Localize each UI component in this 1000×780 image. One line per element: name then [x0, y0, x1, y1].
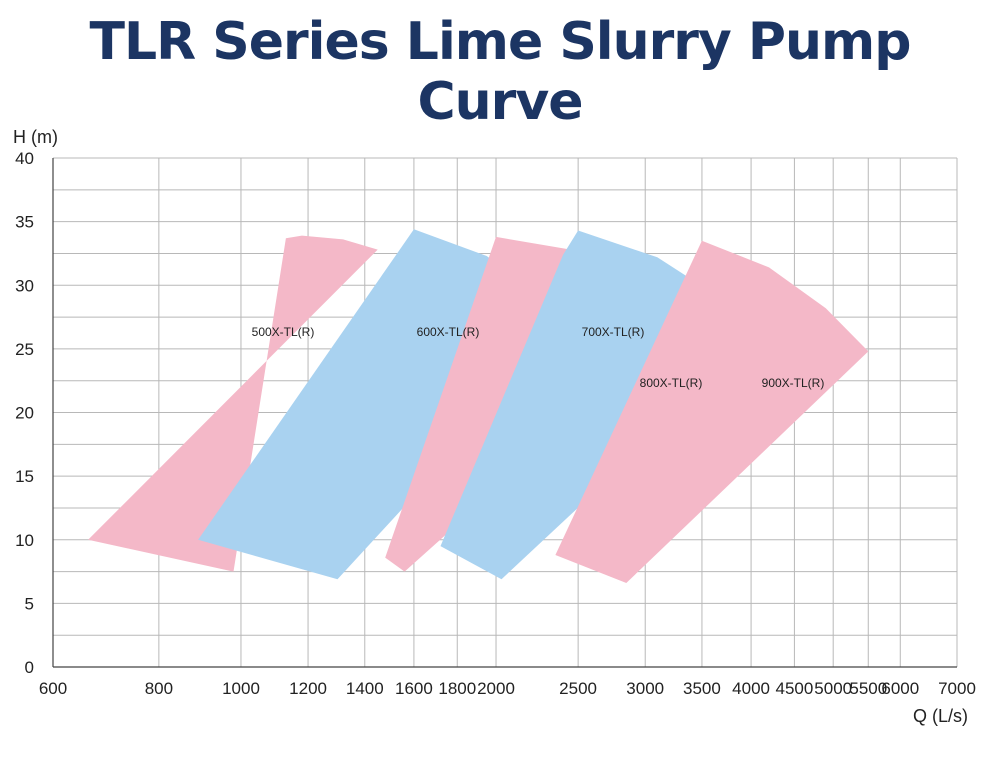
y-tick-label: 0	[25, 658, 34, 677]
x-tick-label: 6000	[881, 679, 919, 698]
y-tick-label: 40	[15, 149, 34, 168]
x-tick-label: 600	[39, 679, 67, 698]
x-tick-label: 4500	[775, 679, 813, 698]
region-label: 900X-TL(R)	[762, 376, 825, 390]
x-tick-label: 2500	[559, 679, 597, 698]
x-tick-label: 4000	[732, 679, 770, 698]
x-tick-label: 2000	[477, 679, 515, 698]
chart-title: TLR Series Lime Slurry Pump Curve	[89, 12, 912, 132]
x-tick-label: 1800	[438, 679, 476, 698]
x-axis-label: Q (L/s)	[913, 706, 968, 726]
y-tick-label: 30	[15, 276, 34, 295]
plot-frame	[52, 158, 957, 668]
region-500x-tl-r-	[88, 235, 378, 572]
y-tick-label: 15	[15, 467, 34, 486]
x-tick-label: 3500	[683, 679, 721, 698]
performance-regions	[88, 229, 869, 583]
y-axis-label: H (m)	[13, 127, 58, 147]
x-tick-label: 5000	[814, 679, 852, 698]
x-tick-label: 1400	[346, 679, 384, 698]
y-tick-label: 35	[15, 213, 34, 232]
region-label: 600X-TL(R)	[417, 325, 480, 339]
region-label: 700X-TL(R)	[582, 325, 645, 339]
x-tick-label: 1000	[222, 679, 260, 698]
x-tick-label: 5500	[849, 679, 887, 698]
y-tick-label: 5	[25, 594, 34, 613]
region-900x-tl-r-	[555, 240, 869, 583]
region-label: 500X-TL(R)	[252, 325, 315, 339]
y-tick-label: 10	[15, 531, 34, 550]
x-tick-label: 1200	[289, 679, 327, 698]
x-tick-label: 1600	[395, 679, 433, 698]
tick-labels: 0 5 10 15 20 25 30 35 40 600 800 1000 1200 1400 1600 18…	[15, 149, 976, 698]
y-tick-label: 20	[15, 404, 34, 423]
x-tick-label: 7000	[938, 679, 976, 698]
region-labels: 500X-TL(R) 600X-TL(R) 700X-TL(R) 800X-TL(R)…	[252, 325, 825, 390]
x-tick-label: 800	[145, 679, 173, 698]
x-tick-label: 3000	[626, 679, 664, 698]
region-label: 800X-TL(R)	[640, 376, 703, 390]
y-tick-label: 25	[15, 340, 34, 359]
